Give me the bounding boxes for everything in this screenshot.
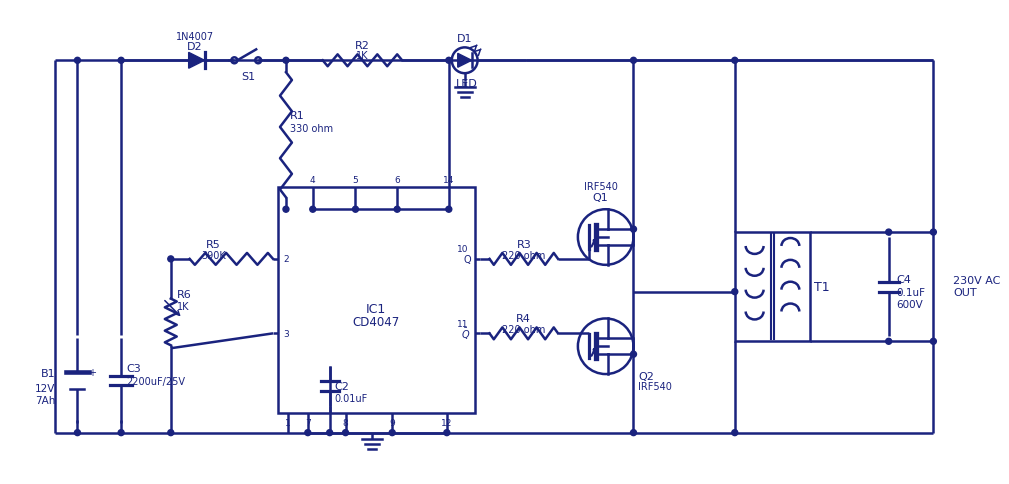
Text: 8: 8: [343, 418, 348, 427]
Text: 11: 11: [457, 319, 468, 328]
Text: 7: 7: [305, 418, 311, 427]
Polygon shape: [458, 54, 471, 68]
Text: R4: R4: [517, 314, 531, 324]
Text: 0.01uF: 0.01uF: [335, 393, 368, 403]
Text: IRF540: IRF540: [584, 182, 618, 192]
Text: Q2: Q2: [639, 371, 654, 381]
Text: $\bar{Q}$: $\bar{Q}$: [461, 326, 470, 341]
Text: C3: C3: [126, 363, 141, 373]
Text: Q1: Q1: [593, 193, 608, 203]
Bar: [278, 188, 474, 413]
Text: OUT: OUT: [954, 287, 977, 297]
Circle shape: [732, 430, 738, 436]
Text: 3: 3: [283, 329, 289, 338]
Circle shape: [631, 430, 637, 436]
Text: 4: 4: [310, 176, 316, 184]
Circle shape: [446, 58, 452, 64]
Text: 1K: 1K: [356, 51, 368, 61]
Circle shape: [886, 339, 892, 345]
Circle shape: [75, 58, 81, 64]
Circle shape: [343, 430, 348, 436]
Circle shape: [118, 58, 124, 64]
Text: C4: C4: [897, 274, 911, 284]
Text: 390K: 390K: [201, 250, 226, 260]
Text: 7Ah: 7Ah: [35, 395, 55, 405]
Text: 230V AC: 230V AC: [954, 275, 1001, 285]
Text: T1: T1: [814, 281, 829, 294]
Text: 1: 1: [286, 418, 291, 427]
Circle shape: [631, 351, 637, 358]
Circle shape: [305, 430, 311, 436]
Circle shape: [283, 58, 289, 64]
Text: S1: S1: [241, 72, 255, 82]
Text: 1K: 1K: [177, 301, 190, 311]
Circle shape: [446, 207, 452, 213]
Circle shape: [930, 339, 936, 345]
Text: 600V: 600V: [897, 299, 923, 309]
Text: R5: R5: [206, 240, 221, 249]
Circle shape: [167, 257, 174, 262]
Text: 220 ohm: 220 ohm: [502, 325, 546, 334]
Text: R3: R3: [517, 240, 531, 249]
Text: 12: 12: [441, 418, 452, 427]
Circle shape: [118, 430, 124, 436]
Text: 2200uF/25V: 2200uF/25V: [126, 376, 185, 386]
Text: 14: 14: [443, 176, 454, 184]
Text: 6: 6: [395, 176, 400, 184]
Circle shape: [167, 430, 174, 436]
Circle shape: [75, 430, 81, 436]
Circle shape: [930, 229, 936, 236]
Text: IRF540: IRF540: [639, 381, 672, 391]
Text: R1: R1: [290, 111, 305, 121]
Circle shape: [886, 229, 892, 236]
Circle shape: [283, 207, 289, 213]
Text: R2: R2: [355, 41, 370, 51]
Text: IC1: IC1: [366, 302, 386, 315]
Circle shape: [327, 430, 333, 436]
Text: CD4047: CD4047: [353, 316, 400, 329]
Circle shape: [352, 207, 358, 213]
Text: 1N4007: 1N4007: [176, 32, 214, 43]
Text: LED: LED: [456, 79, 477, 89]
Text: R6: R6: [177, 289, 192, 299]
Text: 0.1uF: 0.1uF: [897, 287, 925, 297]
Text: 2: 2: [283, 255, 289, 264]
Circle shape: [631, 58, 637, 64]
Text: 9: 9: [389, 418, 396, 427]
Bar: [735, 233, 810, 342]
Text: +: +: [89, 367, 96, 377]
Text: C2: C2: [335, 381, 349, 391]
Circle shape: [389, 430, 396, 436]
Circle shape: [732, 58, 738, 64]
Circle shape: [631, 227, 637, 233]
Text: Q: Q: [463, 255, 470, 264]
Circle shape: [732, 289, 738, 295]
Text: D1: D1: [457, 34, 472, 45]
Text: 10: 10: [457, 245, 468, 254]
Circle shape: [444, 430, 450, 436]
Text: 5: 5: [352, 176, 358, 184]
Text: B1: B1: [41, 368, 55, 378]
Text: 220 ohm: 220 ohm: [502, 250, 546, 260]
Text: 12V: 12V: [35, 383, 55, 393]
Circle shape: [310, 207, 316, 213]
Text: D2: D2: [187, 42, 203, 52]
Circle shape: [395, 207, 401, 213]
Polygon shape: [189, 53, 205, 69]
Text: 330 ohm: 330 ohm: [290, 123, 333, 134]
